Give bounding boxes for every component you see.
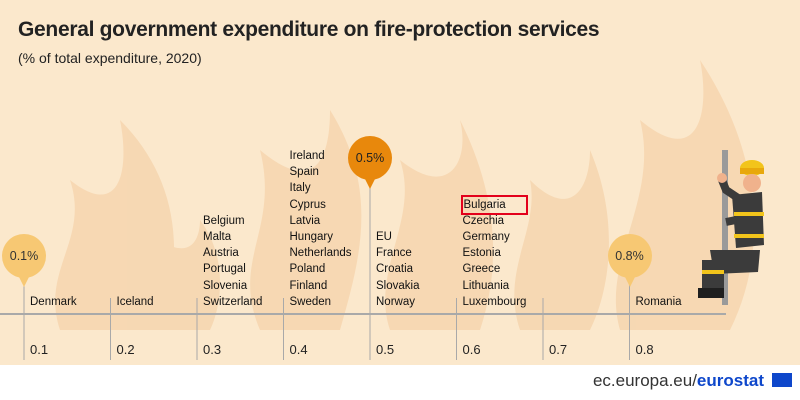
country-label: Austria [203,247,239,260]
country-label: Netherlands [289,247,352,260]
footer-source: ec.europa.eu/eurostat [593,371,764,391]
country-label: Norway [376,295,415,308]
footer-brand: eurostat [696,371,764,390]
value-bubble: 0.8% [607,234,652,287]
tick-label: 0.6 [462,342,481,357]
value-bubble: 0.5% [348,136,392,189]
flame-background [55,60,754,330]
country-group: Belgium Malta Austria Portugal Slovenia Switz… [203,213,262,310]
country-group: Romania [636,294,682,310]
eu-flag-icon [772,373,792,387]
country-label: Switzerland [203,295,263,308]
country-group: Ireland Spain Italy Cyprus Latvia Hungary Neth… [290,148,352,310]
chart-subtitle: (% of total expenditure, 2020) [18,50,202,66]
country-label: Slovakia [376,279,420,292]
tick-label: 0.3 [203,342,222,357]
country-label: Hungary [289,231,333,244]
country-label: Lithuania [462,279,510,292]
tick-label: 0.1 [30,342,49,357]
tick-label: 0.4 [289,342,308,357]
country-label: Spain [289,166,319,179]
tick-label: 0.5 [376,342,395,357]
country-label: Italy [289,182,311,195]
country-label: Luxembourg [462,295,527,308]
country-label: Bulgaria [460,194,529,215]
country-label: Ireland [289,150,325,162]
country-group: Denmark [30,294,77,310]
footer-prefix: ec.europa.eu/ [592,371,697,390]
tick-label: 0.8 [635,342,654,357]
tick-label: 0.7 [549,342,568,357]
country-label: Iceland [116,295,154,308]
country-label: Germany [462,231,510,243]
country-label: Poland [289,263,326,276]
country-label: Sweden [289,295,332,308]
country-label: Belgium [203,214,245,227]
country-label: Croatia [376,263,414,276]
country-label: Cyprus [289,198,326,211]
axis-area [0,186,726,360]
country-label: France [376,247,412,260]
country-label: Greece [462,263,501,276]
country-label: Estonia [462,247,501,260]
country-label: Czechia [462,214,505,227]
country-label: Portugal [203,263,246,276]
country-group: Bulgaria Czechia Germany Estonia Greece Lithu… [460,194,529,310]
chart-canvas: General government expenditure on fire-p… [0,0,800,365]
tick-label: 0.2 [116,342,135,357]
country-label: Romania [635,295,682,308]
country-group: EU France Croatia Slovakia Norway [376,229,419,310]
country-label: EU [376,231,392,243]
country-group: Iceland [117,294,154,310]
country-label: Slovenia [203,279,248,292]
country-label: Malta [203,231,232,243]
chart-title: General government expenditure on fire-p… [18,18,600,41]
country-label: Denmark [30,295,77,308]
value-bubble: 0.1% [2,234,46,287]
country-label: Latvia [289,214,321,227]
country-label: Finland [289,279,328,292]
firefighter-illustration [698,150,764,305]
